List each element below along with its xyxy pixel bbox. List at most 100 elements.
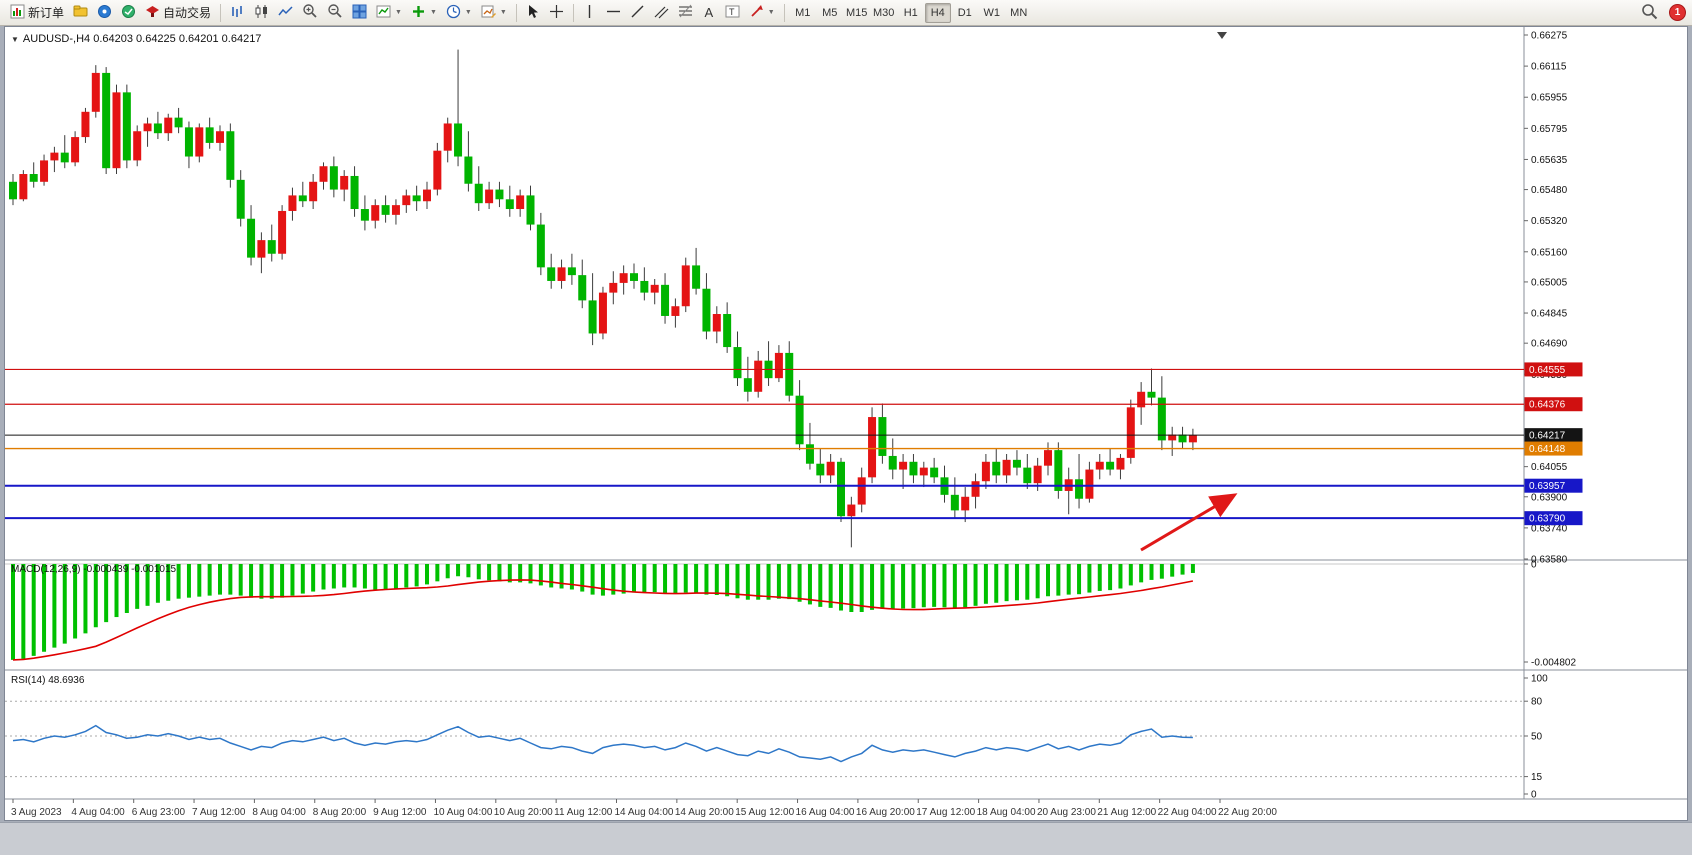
svg-text:16 Aug 04:00: 16 Aug 04:00: [796, 807, 855, 818]
indicators-icon: [376, 4, 391, 22]
crosshair-button[interactable]: [545, 2, 568, 24]
svg-text:0.63580: 0.63580: [1531, 555, 1568, 566]
timeframe-H1[interactable]: H1: [903, 6, 918, 19]
add-indicator-button[interactable]: ▼: [407, 2, 441, 24]
svg-text:0.65320: 0.65320: [1531, 216, 1568, 227]
templates-button[interactable]: ▼: [477, 2, 511, 24]
fibonacci-button[interactable]: [674, 2, 697, 24]
crosshair-icon: [549, 4, 564, 22]
candlestick-chart-button[interactable]: [250, 2, 273, 24]
line-chart-icon: [278, 4, 293, 22]
svg-text:15 Aug 12:00: 15 Aug 12:00: [735, 807, 794, 818]
svg-text:22 Aug 04:00: 22 Aug 04:00: [1158, 807, 1217, 818]
notification-badge[interactable]: 1: [1669, 4, 1686, 21]
svg-text:0.63740: 0.63740: [1531, 523, 1568, 534]
zoom-in-button[interactable]: [298, 2, 322, 24]
svg-text:15: 15: [1531, 772, 1543, 783]
auto-trading-button[interactable]: 自动交易: [141, 2, 215, 24]
tile-windows-button[interactable]: [348, 2, 371, 24]
community-button[interactable]: [117, 2, 140, 24]
tile-windows-icon: [352, 4, 367, 22]
timeframe-M5[interactable]: M5: [822, 6, 838, 19]
text-button[interactable]: A: [698, 2, 720, 24]
svg-text:17 Aug 12:00: 17 Aug 12:00: [916, 807, 975, 818]
svg-text:21 Aug 12:00: 21 Aug 12:00: [1097, 807, 1156, 818]
svg-text:0.65160: 0.65160: [1531, 247, 1568, 258]
timeframe-M1[interactable]: M1: [795, 6, 811, 19]
svg-text:0.63900: 0.63900: [1531, 492, 1568, 503]
channel-button[interactable]: [650, 2, 673, 24]
svg-text:4 Aug 04:00: 4 Aug 04:00: [71, 807, 125, 818]
svg-text:0: 0: [1531, 790, 1537, 801]
market-button[interactable]: [93, 2, 116, 24]
svg-text:0.63790: 0.63790: [1529, 514, 1566, 525]
macd-axis: 0 -0.004802: [1524, 560, 1576, 669]
arrow-tool-icon: [749, 4, 764, 22]
svg-text:10 Aug 04:00: 10 Aug 04:00: [433, 807, 492, 818]
svg-text:80: 80: [1531, 697, 1543, 708]
chart-shift-marker-icon[interactable]: [1217, 32, 1227, 39]
rsi-line: [12, 724, 1193, 763]
svg-text:0.64148: 0.64148: [1529, 444, 1566, 455]
price-axis: 0.66275 0.66115 0.65955 0.65795 0.65635 0.654…: [1524, 31, 1568, 566]
horizontal-line-button[interactable]: [602, 2, 625, 24]
trend-arrow-annotation[interactable]: [1140, 493, 1238, 552]
zoom-in-icon: [302, 3, 318, 22]
new-order-icon: [10, 4, 25, 22]
svg-text:0.65635: 0.65635: [1531, 155, 1568, 166]
arrows-button[interactable]: ▼: [745, 2, 779, 24]
timeframe-H4[interactable]: H4: [924, 2, 951, 23]
rsi-label: RSI(14) 48.6936: [11, 675, 85, 686]
periods-button[interactable]: ▼: [442, 2, 476, 24]
add-indicator-icon: [411, 4, 426, 22]
svg-text:8 Aug 04:00: 8 Aug 04:00: [252, 807, 306, 818]
svg-text:22 Aug 20:00: 22 Aug 20:00: [1218, 807, 1277, 818]
svg-text:0.64376: 0.64376: [1529, 400, 1566, 411]
text-label-button[interactable]: T: [721, 2, 744, 24]
svg-text:9 Aug 12:00: 9 Aug 12:00: [373, 807, 427, 818]
timeframe-MN[interactable]: MN: [1010, 6, 1028, 19]
rsi-level-lines: [5, 700, 1524, 778]
zoom-out-icon: [327, 3, 343, 22]
chart-window: 0.66275 0.66115 0.65955 0.65795 0.65635 0.654…: [4, 26, 1688, 821]
macd-signal-line: [12, 579, 1194, 661]
chevron-down-icon: ▼: [429, 9, 437, 16]
chevron-down-icon: ▼: [499, 9, 507, 16]
trendline-button[interactable]: [626, 2, 649, 24]
svg-text:0.66275: 0.66275: [1531, 31, 1568, 42]
indicators-button[interactable]: ▼: [372, 2, 406, 24]
cursor-icon: [526, 4, 540, 22]
new-order-label: 新订单: [28, 6, 65, 20]
chevron-down-icon: ▼: [395, 9, 402, 16]
svg-text:0.64555: 0.64555: [1529, 365, 1566, 376]
svg-text:100: 100: [1531, 674, 1548, 685]
search-button[interactable]: [1637, 2, 1662, 24]
candles: [9, 49, 1197, 548]
bar-chart-button[interactable]: [226, 2, 249, 24]
svg-text:0.65795: 0.65795: [1531, 124, 1568, 135]
vertical-line-button[interactable]: [579, 2, 601, 24]
cursor-button[interactable]: [522, 2, 544, 24]
search-icon: [1641, 3, 1658, 23]
svg-text:0.64845: 0.64845: [1531, 309, 1568, 320]
chevron-down-icon: ▼: [464, 9, 472, 16]
zoom-out-button[interactable]: [323, 2, 347, 24]
chart-symbol-dropdown-icon[interactable]: ▼: [11, 34, 19, 44]
timeframe-M30[interactable]: M30: [873, 6, 895, 19]
notification-count: 1: [1674, 7, 1681, 18]
new-order-button[interactable]: 新订单: [6, 2, 68, 24]
vertical-line-icon: [583, 4, 596, 22]
timeframe-M15[interactable]: M15: [846, 6, 868, 19]
svg-text:0: 0: [1531, 560, 1537, 571]
metaeditor-button[interactable]: [69, 2, 92, 24]
chart-title: ▼ AUDUSD-,H4 0.64203 0.64225 0.64201 0.6…: [11, 33, 261, 45]
channel-icon: [654, 4, 669, 22]
svg-text:0.65005: 0.65005: [1531, 277, 1568, 288]
chart-canvas[interactable]: 0.66275 0.66115 0.65955 0.65795 0.65635 0.654…: [5, 27, 1687, 820]
timeframe-W1[interactable]: W1: [983, 6, 1000, 19]
status-bar: [0, 822, 1692, 855]
chart-title-text: AUDUSD-,H4 0.64203 0.64225 0.64201 0.642…: [22, 33, 262, 45]
timeframe-D1[interactable]: D1: [957, 6, 972, 19]
svg-text:0.63957: 0.63957: [1529, 481, 1566, 492]
line-chart-button[interactable]: [274, 2, 297, 24]
